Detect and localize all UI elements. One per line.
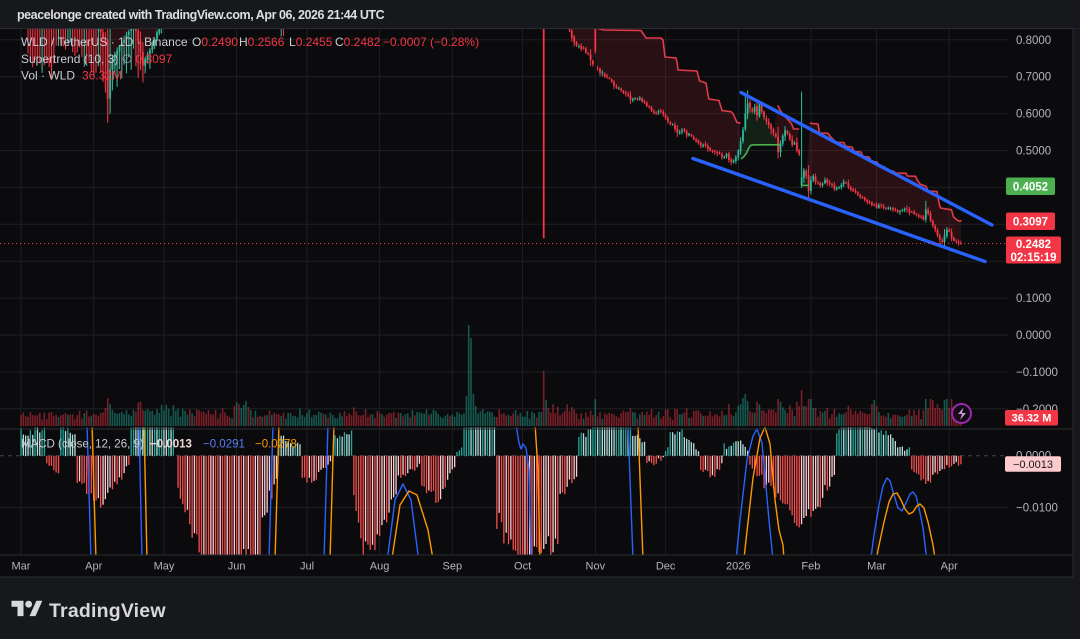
svg-text:0.6000: 0.6000 [1016, 109, 1051, 121]
svg-text:Mar: Mar [12, 561, 31, 573]
svg-text:Aug: Aug [370, 561, 390, 573]
svg-text:0.0000: 0.0000 [1016, 330, 1051, 342]
svg-text:MACD (close, 12, 26, 9) −0.001: MACD (close, 12, 26, 9) −0.0013 −0.0291 −0… [21, 439, 297, 451]
svg-text:Dec: Dec [656, 561, 676, 573]
svg-text:Feb: Feb [801, 561, 820, 573]
svg-text:Sep: Sep [443, 561, 463, 573]
svg-text:2026: 2026 [726, 561, 750, 573]
svg-text:0.4052: 0.4052 [1013, 181, 1048, 193]
svg-text:02:15:19: 02:15:19 [1010, 252, 1056, 264]
svg-text:0.7000: 0.7000 [1016, 72, 1051, 84]
svg-text:36.32 M: 36.32 M [1012, 413, 1052, 425]
svg-text:Apr: Apr [941, 561, 958, 573]
svg-text:Mar: Mar [867, 561, 886, 573]
svg-text:TradingView: TradingView [49, 600, 166, 622]
svg-text:Nov: Nov [586, 561, 606, 573]
svg-text:0.8000: 0.8000 [1016, 35, 1051, 47]
svg-text:Apr: Apr [85, 561, 102, 573]
svg-text:−0.0013: −0.0013 [1013, 459, 1053, 471]
svg-text:−0.0100: −0.0100 [1016, 503, 1058, 515]
svg-text:Jul: Jul [300, 561, 314, 573]
svg-text:0.2482: 0.2482 [1016, 239, 1051, 251]
svg-text:peacelonge created with Tradin: peacelonge created with TradingView.com,… [17, 8, 385, 22]
svg-text:Vol · WLD 36.32M: Vol · WLD 36.32M [21, 69, 122, 83]
svg-text:0.5000: 0.5000 [1016, 146, 1051, 158]
svg-text:Supertrend (10, 3) ∅ 0.3097: Supertrend (10, 3) ∅ 0.3097 [21, 52, 173, 66]
svg-text:Oct: Oct [514, 561, 531, 573]
svg-text:Jun: Jun [228, 561, 246, 573]
svg-text:May: May [154, 561, 175, 573]
svg-text:0.3097: 0.3097 [1013, 216, 1048, 228]
svg-text:−0.1000: −0.1000 [1016, 367, 1058, 379]
svg-text:0.1000: 0.1000 [1016, 293, 1051, 305]
